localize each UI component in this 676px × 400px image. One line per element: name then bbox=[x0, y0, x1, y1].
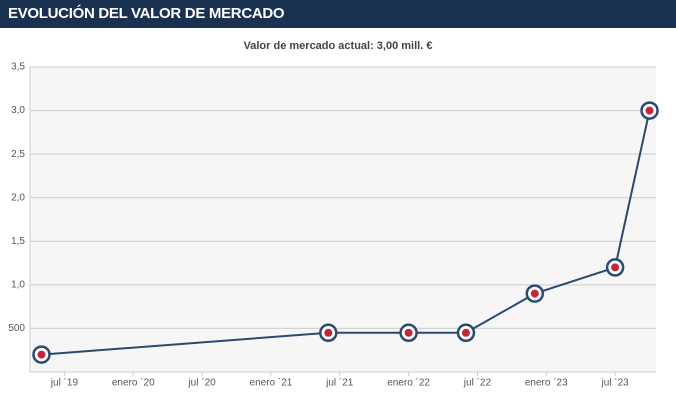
point-marker-core bbox=[404, 328, 413, 337]
y-tick-label: 3,0 bbox=[11, 105, 25, 116]
point-marker-core bbox=[530, 289, 539, 298]
x-tick-label: enero ´23 bbox=[525, 377, 568, 389]
x-tick-label: jul ´19 bbox=[50, 377, 79, 389]
x-tick-label: jul ´21 bbox=[325, 377, 354, 389]
x-tick-label: jul ´22 bbox=[463, 377, 492, 389]
x-tick-label: jul ´20 bbox=[187, 377, 216, 389]
chart: Valor de mercado actual: 3,00 mill. € 50… bbox=[8, 40, 659, 389]
y-tick-label: 2,0 bbox=[11, 192, 25, 203]
point-marker-core bbox=[645, 106, 654, 115]
y-tick-label: 3,5 bbox=[11, 62, 25, 73]
x-tick-label: jul ´23 bbox=[600, 377, 629, 389]
plot-area bbox=[30, 67, 656, 372]
x-tick-label: enero ´21 bbox=[250, 377, 293, 389]
x-tick-label: enero ´22 bbox=[387, 377, 430, 389]
point-marker-core bbox=[461, 328, 470, 337]
y-tick-label: 500 bbox=[8, 323, 25, 334]
point-marker-core bbox=[324, 328, 333, 337]
chart-subtitle: Valor de mercado actual: 3,00 mill. € bbox=[244, 40, 433, 52]
y-tick-label: 1,5 bbox=[11, 236, 25, 247]
x-tick-label: enero ´20 bbox=[112, 377, 155, 389]
chart-title: EVOLUCIÓN DEL VALOR DE MERCADO bbox=[0, 0, 676, 28]
point-marker-core bbox=[37, 350, 46, 359]
point-marker-core bbox=[611, 263, 620, 272]
y-tick-label: 1,0 bbox=[11, 279, 25, 290]
y-tick-label: 2,5 bbox=[11, 149, 25, 160]
